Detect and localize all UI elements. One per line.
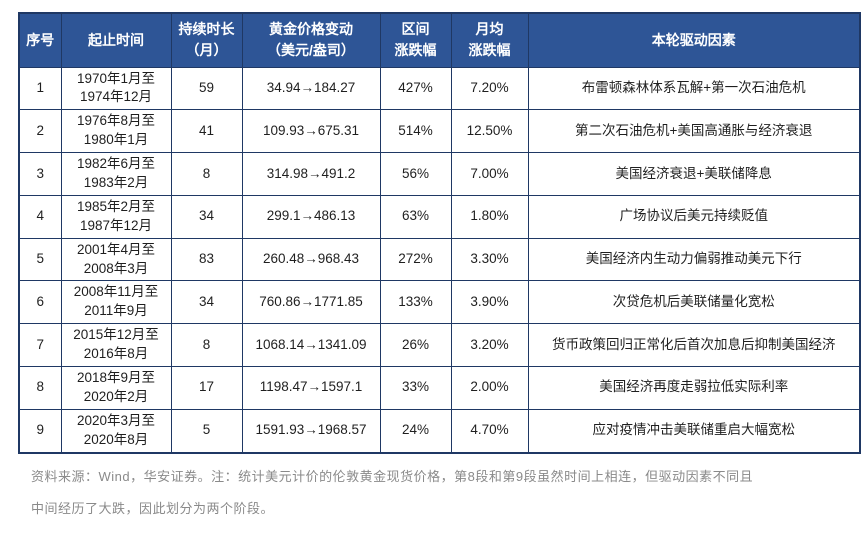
table-row: 9 2020年3月至 2020年8月 5 1591.93→1968.57 24%… — [18, 408, 861, 454]
header-period: 起止时间 — [60, 12, 172, 68]
header-price-change: 黄金价格变动 （美元/盎司） — [241, 12, 381, 68]
cell-months: 8 — [170, 152, 243, 196]
cell-range-pct: 56% — [379, 152, 452, 196]
cell-range-pct: 33% — [379, 365, 452, 410]
cell-price-change: 760.86→1771.85 — [241, 280, 381, 325]
cell-monthly-pct: 2.00% — [450, 365, 529, 410]
cell-months: 8 — [170, 323, 243, 367]
cell-price-change: 1198.47→1597.1 — [241, 365, 381, 410]
cell-monthly-pct: 7.20% — [450, 66, 529, 111]
header-range-pct: 区间 涨跌幅 — [379, 12, 452, 68]
cell-no: 2 — [18, 109, 62, 154]
cell-price-change: 109.93→675.31 — [241, 109, 381, 154]
cell-price-change: 1068.14→1341.09 — [241, 323, 381, 367]
cell-driver: 次贷危机后美联储量化宽松 — [527, 280, 861, 325]
cell-price-change: 299.1→486.13 — [241, 194, 381, 239]
cell-monthly-pct: 7.00% — [450, 152, 529, 196]
header-monthly-pct: 月均 涨跌幅 — [450, 12, 529, 68]
source-note-line1: 资料来源：Wind，华安证券。注：统计美元计价的伦敦黄金现货价格，第8段和第9段… — [31, 468, 754, 484]
cell-period: 2020年3月至 2020年8月 — [60, 408, 172, 454]
cell-monthly-pct: 1.80% — [450, 194, 529, 239]
cell-months: 59 — [170, 66, 243, 111]
cell-no: 3 — [18, 152, 62, 196]
cell-no: 7 — [18, 323, 62, 367]
cell-no: 9 — [18, 408, 62, 454]
cell-range-pct: 514% — [379, 109, 452, 154]
cell-period: 1970年1月至 1974年12月 — [60, 66, 172, 111]
cell-no: 4 — [18, 194, 62, 239]
cell-no: 1 — [18, 66, 62, 111]
cell-driver: 美国经济衰退+美联储降息 — [527, 152, 861, 196]
cell-monthly-pct: 3.20% — [450, 323, 529, 367]
table-row: 4 1985年2月至 1987年12月 34 299.1→486.13 63% … — [18, 194, 861, 239]
cell-period: 2018年9月至 2020年2月 — [60, 365, 172, 410]
cell-driver: 美国经济内生动力偏弱推动美元下行 — [527, 237, 861, 282]
header-driver: 本轮驱动因素 — [527, 12, 861, 68]
cell-months: 41 — [170, 109, 243, 154]
cell-range-pct: 427% — [379, 66, 452, 111]
cell-monthly-pct: 3.90% — [450, 280, 529, 325]
table-header-row: 序号 起止时间 持续时长 （月） 黄金价格变动 （美元/盎司） 区间 涨跌幅 月… — [18, 12, 861, 68]
cell-monthly-pct: 3.30% — [450, 237, 529, 282]
cell-monthly-pct: 12.50% — [450, 109, 529, 154]
cell-driver: 货币政策回归正常化后首次加息后抑制美国经济 — [527, 323, 861, 367]
cell-months: 5 — [170, 408, 243, 454]
cell-price-change: 1591.93→1968.57 — [241, 408, 381, 454]
cell-no: 6 — [18, 280, 62, 325]
header-duration: 持续时长 （月） — [170, 12, 243, 68]
cell-price-change: 314.98→491.2 — [241, 152, 381, 196]
table-row: 8 2018年9月至 2020年2月 17 1198.47→1597.1 33%… — [18, 365, 861, 410]
cell-monthly-pct: 4.70% — [450, 408, 529, 454]
source-note: 资料来源：Wind，华安证券。注：统计美元计价的伦敦黄金现货价格，第8段和第9段… — [18, 467, 859, 519]
cell-period: 2008年11月至 2011年9月 — [60, 280, 172, 325]
cell-driver: 应对疫情冲击美联储重启大幅宽松 — [527, 408, 861, 454]
table-row: 2 1976年8月至 1980年1月 41 109.93→675.31 514%… — [18, 109, 861, 154]
cell-months: 83 — [170, 237, 243, 282]
table-row: 6 2008年11月至 2011年9月 34 760.86→1771.85 13… — [18, 280, 861, 325]
cell-range-pct: 24% — [379, 408, 452, 454]
table-row: 3 1982年6月至 1983年2月 8 314.98→491.2 56% 7.… — [18, 152, 861, 196]
cell-no: 8 — [18, 365, 62, 410]
cell-range-pct: 133% — [379, 280, 452, 325]
cell-period: 1976年8月至 1980年1月 — [60, 109, 172, 154]
gold-bull-cycles-table: 序号 起止时间 持续时长 （月） 黄金价格变动 （美元/盎司） 区间 涨跌幅 月… — [18, 12, 861, 454]
table-row: 5 2001年4月至 2008年3月 83 260.48→968.43 272%… — [18, 237, 861, 282]
cell-driver: 布雷顿森林体系瓦解+第一次石油危机 — [527, 66, 861, 111]
cell-months: 34 — [170, 194, 243, 239]
table-row: 7 2015年12月至 2016年8月 8 1068.14→1341.09 26… — [18, 323, 861, 367]
cell-price-change: 260.48→968.43 — [241, 237, 381, 282]
cell-months: 34 — [170, 280, 243, 325]
cell-driver: 第二次石油危机+美国高通胀与经济衰退 — [527, 109, 861, 154]
source-note-line2: 中间经历了大跌，因此划分为两个阶段。 — [31, 501, 275, 517]
cell-range-pct: 272% — [379, 237, 452, 282]
cell-months: 17 — [170, 365, 243, 410]
cell-driver: 广场协议后美元持续贬值 — [527, 194, 861, 239]
cell-price-change: 34.94→184.27 — [241, 66, 381, 111]
cell-range-pct: 26% — [379, 323, 452, 367]
cell-period: 1982年6月至 1983年2月 — [60, 152, 172, 196]
cell-period: 2015年12月至 2016年8月 — [60, 323, 172, 367]
cell-period: 1985年2月至 1987年12月 — [60, 194, 172, 239]
cell-no: 5 — [18, 237, 62, 282]
table-row: 1 1970年1月至 1974年12月 59 34.94→184.27 427%… — [18, 66, 861, 111]
header-no: 序号 — [18, 12, 62, 68]
cell-driver: 美国经济再度走弱拉低实际利率 — [527, 365, 861, 410]
cell-range-pct: 63% — [379, 194, 452, 239]
cell-period: 2001年4月至 2008年3月 — [60, 237, 172, 282]
